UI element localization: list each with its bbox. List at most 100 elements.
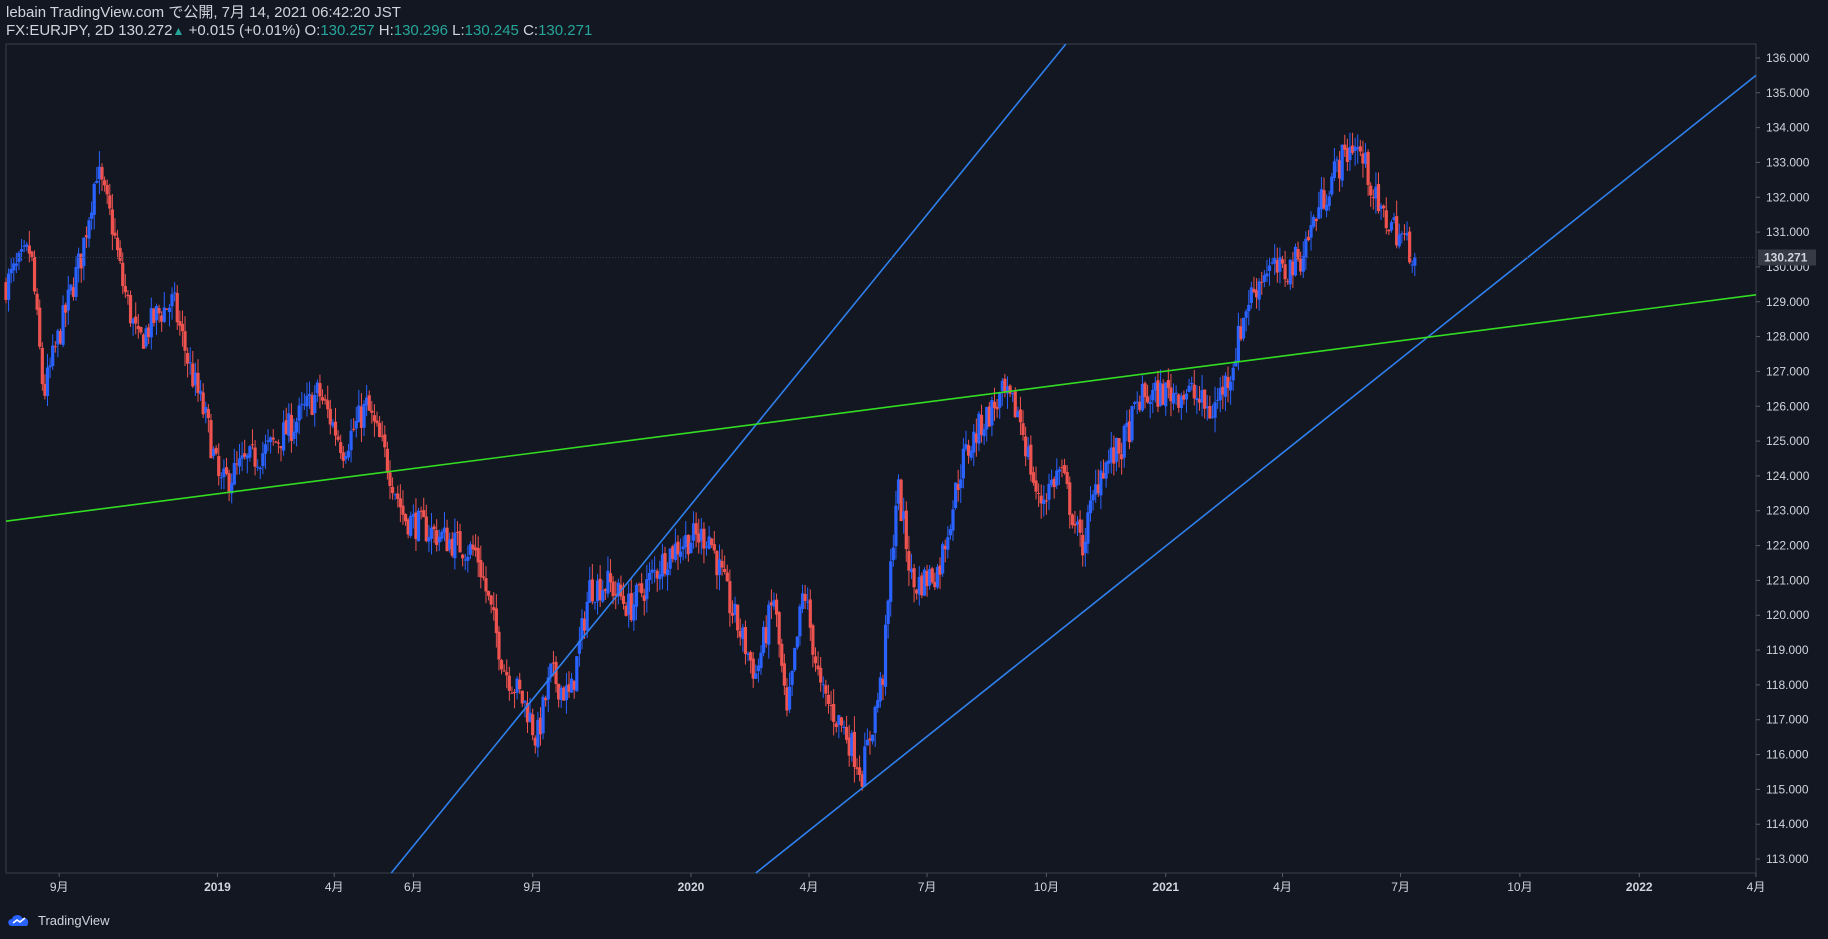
price-tick-label: 136.000 xyxy=(1766,51,1810,65)
candle-body xyxy=(481,576,485,578)
candle-body xyxy=(826,694,831,704)
candle-body xyxy=(855,767,859,769)
candle-body xyxy=(1322,190,1326,209)
candle-body xyxy=(845,726,849,740)
candle-body xyxy=(180,323,185,332)
candle-body xyxy=(43,383,47,396)
candle-body xyxy=(832,703,836,722)
candle-body xyxy=(710,538,714,546)
candle-body xyxy=(684,535,688,548)
candle-body xyxy=(795,636,799,648)
candle-body xyxy=(90,212,94,219)
candle-body xyxy=(572,680,576,690)
candlestick-chart[interactable]: 113.000 114.000 115.000 116.000 117.000 118.0… xyxy=(0,0,1828,905)
candle-body xyxy=(953,482,958,509)
candle-body xyxy=(258,467,262,470)
candle-body xyxy=(362,403,366,428)
candle-body xyxy=(627,593,631,615)
candle-body xyxy=(585,601,589,631)
time-axis[interactable]: 9月 2019 4月 6月 9月 2020 4月 7月 10月 2021 4月 7月 10月 2022 4月 xyxy=(50,873,1766,894)
candle-body xyxy=(1405,232,1409,236)
candle-body xyxy=(699,528,703,541)
candle-body xyxy=(175,292,179,323)
tradingview-brand: TradingView xyxy=(38,912,110,928)
blue-trendline xyxy=(755,74,1757,874)
candle-body xyxy=(520,690,524,704)
candle-body xyxy=(336,436,340,440)
candle-body xyxy=(658,574,662,580)
candle-body xyxy=(1164,382,1168,407)
candle-body xyxy=(396,493,400,499)
candle-body xyxy=(1254,290,1259,298)
candle-body xyxy=(432,526,436,530)
candle-body xyxy=(198,390,203,395)
price-tick-label: 122.000 xyxy=(1766,539,1810,553)
candle-body xyxy=(1133,402,1137,405)
candle-body xyxy=(1018,409,1023,423)
candle-body xyxy=(647,572,652,580)
candle-body xyxy=(502,670,506,672)
candle-body xyxy=(1005,386,1010,394)
time-tick-label: 9月 xyxy=(50,880,69,894)
candle-body xyxy=(61,305,65,345)
candle-body xyxy=(230,483,234,494)
candle-body xyxy=(928,569,932,586)
candle-body xyxy=(82,237,86,267)
candle-body xyxy=(917,576,921,595)
candle-body xyxy=(95,180,99,183)
candle-body xyxy=(1327,196,1331,207)
candle-body xyxy=(829,705,833,707)
candle-body xyxy=(938,565,942,575)
low-value: 130.245 xyxy=(464,22,519,39)
price-tick-label: 129.000 xyxy=(1766,295,1810,309)
candle-body xyxy=(505,672,509,676)
candle-body xyxy=(56,330,60,345)
candle-body xyxy=(339,442,343,454)
candle-body xyxy=(691,523,696,541)
candle-body xyxy=(201,392,205,415)
candle-body xyxy=(165,308,169,310)
candle-body xyxy=(1210,416,1215,418)
candle-body xyxy=(1376,184,1381,212)
candle-body xyxy=(131,318,135,324)
candle-body xyxy=(209,420,213,459)
candle-body xyxy=(598,578,602,601)
candle-body xyxy=(385,448,389,473)
candle-body xyxy=(1013,391,1017,418)
candle-body xyxy=(544,697,548,701)
candle-body xyxy=(1267,265,1272,271)
candle-body xyxy=(806,601,810,603)
candle-body xyxy=(282,422,286,451)
candle-body xyxy=(354,420,358,429)
candle-body xyxy=(157,308,161,314)
candle-body xyxy=(640,583,644,594)
candle-body xyxy=(891,547,895,561)
candle-body xyxy=(1151,389,1155,401)
candle-body xyxy=(38,307,42,347)
time-tick-label: 6月 xyxy=(404,880,423,894)
candle-body xyxy=(1389,222,1394,231)
candle-body xyxy=(484,578,488,592)
candle-body xyxy=(287,413,291,436)
candle-body xyxy=(1114,437,1119,462)
candle-body xyxy=(725,572,729,582)
candle-body xyxy=(40,347,44,385)
up-arrow-icon: ▲ xyxy=(172,24,185,38)
candle-body xyxy=(1319,189,1324,210)
candle-body xyxy=(1330,176,1334,195)
candle-body xyxy=(297,405,301,421)
candle-body xyxy=(761,626,766,653)
price-axis[interactable]: 113.000 114.000 115.000 116.000 117.000 118.0… xyxy=(1756,51,1810,866)
candle-body xyxy=(489,595,493,605)
candle-body xyxy=(1379,205,1383,209)
candle-body xyxy=(624,605,628,616)
candle-body xyxy=(414,512,418,539)
candle-body xyxy=(554,661,558,685)
price-tick-label: 128.000 xyxy=(1766,330,1810,344)
candle-body xyxy=(1273,257,1277,264)
candle-body xyxy=(1278,257,1282,272)
candle-body xyxy=(440,531,444,539)
candle-body xyxy=(1244,311,1248,318)
candle-body xyxy=(1042,499,1046,505)
candle-body xyxy=(206,408,210,419)
